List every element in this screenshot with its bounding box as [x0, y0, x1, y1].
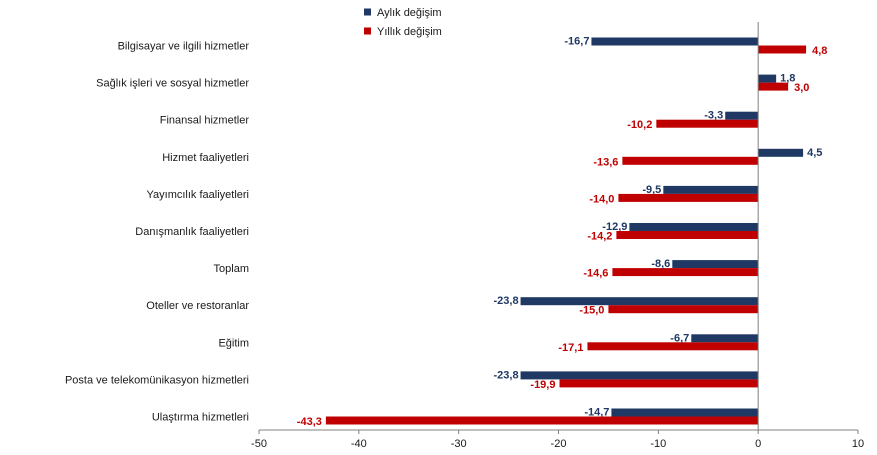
data-label: -12,9	[602, 221, 627, 233]
data-labels: -16,7 4,8 1,83,0 -3,3 -10,2 4,5 -13,6 -9,5 -14,0…	[297, 36, 828, 429]
category-label: Eğitim	[218, 337, 249, 349]
data-label: -43,3	[297, 416, 322, 428]
bar-aylik	[663, 185, 759, 194]
data-label: -14,0	[589, 193, 614, 205]
bar-yillik	[622, 156, 759, 165]
data-label: -10,2	[627, 119, 652, 131]
data-label: 4,5	[807, 147, 822, 159]
bar-aylik	[611, 408, 759, 417]
data-label: -19,9	[530, 379, 555, 391]
data-label: -6,7	[670, 332, 689, 344]
category-label: Oteller ve restoranlar	[146, 300, 249, 312]
bar-aylik	[672, 260, 759, 269]
x-tick-label: 10	[852, 438, 864, 450]
bar-yillik	[616, 231, 759, 239]
legend-swatch	[364, 27, 371, 35]
data-label: 4,8	[812, 45, 827, 57]
bar-aylik	[520, 371, 759, 380]
data-label: -13,6	[593, 156, 618, 168]
category-label: Posta ve telekomünikasyon hizmetleri	[65, 374, 249, 386]
category-label: Toplam	[214, 263, 249, 275]
category-label: Sağlık işleri ve sosyal hizmetler	[96, 78, 249, 90]
x-tick-label: -10	[650, 438, 666, 450]
data-label: -17,1	[558, 342, 583, 354]
bars-group	[325, 37, 807, 425]
bar-yillik	[608, 305, 759, 314]
x-tick-label: -20	[551, 438, 567, 450]
bar-yillik	[758, 82, 789, 91]
bar-aylik	[758, 148, 804, 157]
data-label: 3,0	[794, 82, 809, 94]
data-label: -14,7	[584, 407, 609, 419]
x-tick-label: -50	[251, 438, 267, 450]
x-tick-label: 0	[755, 438, 761, 450]
category-label: Bilgisayar ve ilgili hizmetler	[118, 41, 250, 53]
x-tick-label: -40	[351, 438, 367, 450]
bar-aylik	[629, 223, 759, 231]
category-label: Yayımcılık faaliyetleri	[147, 189, 250, 201]
bar-yillik	[612, 268, 759, 277]
legend-label: Yıllık değişim	[377, 26, 442, 38]
data-label: 1,8	[780, 73, 795, 85]
category-label: Danışmanlık faaliyetleri	[135, 226, 249, 238]
bar-yillik	[618, 193, 759, 202]
bar-aylik	[758, 74, 777, 83]
x-axis: -50 -40 -30 -20 -10 0 10	[251, 22, 864, 450]
bar-aylik	[725, 111, 759, 120]
data-label: -8,6	[651, 258, 670, 270]
bar-aylik	[591, 37, 759, 46]
bar-yillik	[587, 342, 759, 351]
data-label: -9,5	[642, 184, 661, 196]
category-label: Ulaştırma hizmetleri	[152, 412, 249, 424]
category-labels: Bilgisayar ve ilgili hizmetler Sağlık işl…	[65, 41, 249, 424]
bar-yillik	[656, 119, 759, 128]
bar-aylik	[520, 297, 759, 306]
bar-yillik	[325, 416, 759, 425]
category-label: Finansal hizmetler	[160, 115, 250, 127]
bar-yillik	[559, 379, 759, 388]
legend: Aylık değişim Yıllık değişim	[364, 7, 442, 38]
data-label: -23,8	[493, 369, 518, 381]
data-label: -16,7	[564, 36, 589, 48]
data-label: -23,8	[493, 295, 518, 307]
legend-swatch	[364, 8, 371, 16]
data-label: -15,0	[579, 305, 604, 317]
data-label: -14,6	[583, 268, 608, 280]
category-label: Hizmet faaliyetleri	[162, 152, 249, 164]
data-label: -14,2	[587, 231, 612, 243]
bar-yillik	[758, 45, 807, 54]
bar-aylik	[691, 334, 759, 343]
x-tick-label: -30	[451, 438, 467, 450]
legend-label: Aylık değişim	[377, 7, 442, 19]
data-label: -3,3	[704, 110, 723, 122]
